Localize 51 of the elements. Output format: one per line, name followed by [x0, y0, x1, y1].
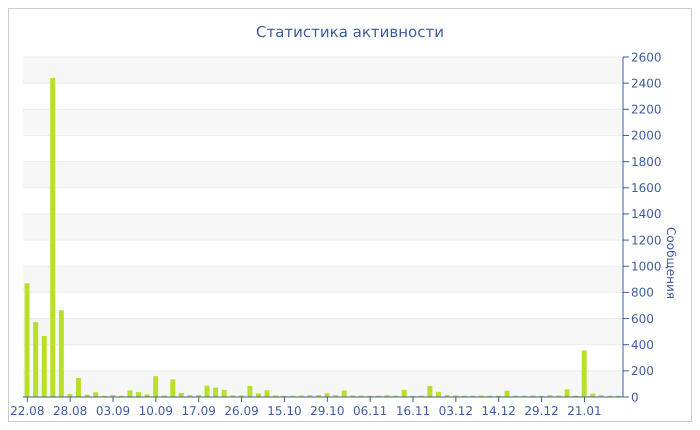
x-tick-label: 29.12 [524, 404, 559, 418]
y-tick-label: 1400 [631, 207, 662, 222]
y-tick-label: 2200 [631, 102, 662, 117]
bar [76, 378, 81, 397]
bar [33, 322, 38, 397]
bar [24, 283, 30, 397]
y-tick-label: 1200 [631, 233, 662, 248]
x-tick-label: 10.09 [138, 404, 174, 418]
x-tick-label: 21.01 [567, 404, 602, 418]
y-tick-label: 2000 [631, 128, 662, 143]
bar [264, 390, 270, 397]
x-tick-label: 22.08 [10, 404, 44, 418]
y-tick-label: 400 [631, 338, 654, 352]
x-tick-label: 16.11 [396, 404, 430, 418]
bar [153, 376, 158, 397]
x-tick-label: 17.09 [182, 404, 216, 418]
bar [427, 386, 432, 397]
bar [213, 388, 218, 397]
bar [204, 386, 210, 397]
bar [170, 379, 176, 397]
x-tick-label: 14.12 [482, 404, 516, 418]
bar [504, 390, 510, 397]
x-tick-label: 26.09 [224, 404, 259, 418]
bar [58, 310, 64, 397]
bar [582, 350, 587, 397]
y-tick-label: 200 [631, 364, 654, 378]
bar [42, 336, 47, 397]
bar [50, 78, 56, 397]
y-tick-label: 1800 [631, 154, 662, 169]
bar [127, 390, 132, 397]
y-tick-label: 1000 [631, 259, 662, 274]
chart-title: Статистика активности [255, 22, 445, 43]
y-tick-label: 800 [631, 286, 654, 300]
x-tick-label: 03.09 [96, 404, 130, 418]
bar [564, 389, 570, 397]
y-tick-label: 1600 [631, 181, 662, 196]
y-tick-label: 0 [631, 390, 639, 404]
bar [222, 390, 227, 397]
bar [247, 386, 252, 397]
bar [342, 390, 347, 397]
y-tick-label: 2600 [631, 50, 662, 64]
bar [590, 394, 596, 397]
y-axis-title: Сообщения [664, 227, 678, 300]
y-tick-label: 2400 [631, 76, 662, 90]
x-tick-label: 06.11 [352, 404, 388, 418]
x-tick-label: 28.08 [52, 404, 88, 418]
x-tick-label: 15.10 [267, 404, 302, 418]
bar [402, 390, 407, 397]
x-tick-label: 03.12 [438, 404, 474, 418]
y-tick-label: 600 [631, 312, 654, 326]
x-tick-label: 29.10 [310, 404, 344, 418]
